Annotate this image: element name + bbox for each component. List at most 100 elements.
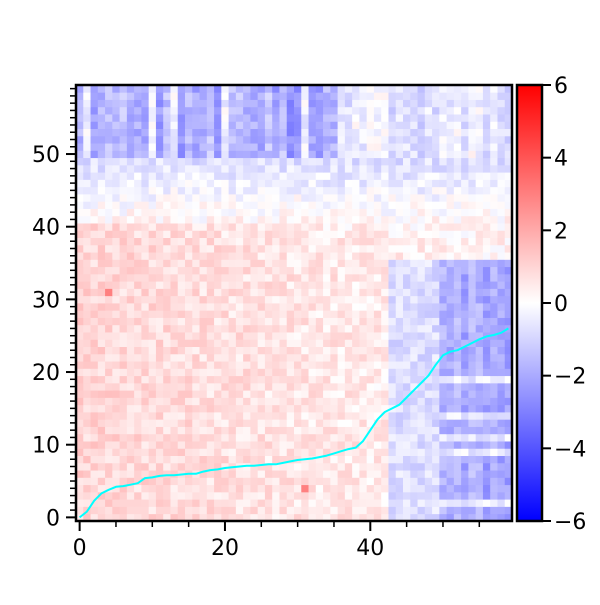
heatmap-cell	[134, 281, 142, 289]
heatmap-cell	[294, 230, 302, 238]
heatmap-cell	[97, 157, 106, 166]
heatmap-cell	[301, 194, 309, 202]
heatmap-cell	[323, 252, 331, 260]
heatmap-cell	[410, 404, 418, 413]
heatmap-cell	[294, 215, 302, 224]
heatmap-cell	[126, 346, 135, 355]
heatmap-cell	[134, 455, 142, 464]
heatmap-cell	[344, 462, 353, 471]
heatmap-cell	[228, 317, 237, 326]
heatmap-cell	[497, 223, 506, 231]
heatmap-cell	[410, 332, 418, 340]
heatmap-cell	[373, 339, 382, 347]
heatmap-cell	[446, 441, 455, 449]
heatmap-cell	[461, 448, 469, 456]
heatmap-cell	[373, 295, 382, 304]
heatmap-cell	[461, 361, 469, 369]
heatmap-cell	[76, 491, 84, 500]
colorbar-tick-label: −4	[554, 437, 586, 462]
heatmap-cell	[257, 288, 266, 297]
heatmap-cell	[461, 390, 469, 398]
heatmap-cell	[134, 201, 142, 209]
heatmap-cell	[323, 295, 331, 304]
heatmap-cell	[235, 288, 244, 297]
heatmap-cell	[417, 237, 426, 246]
heatmap-cell	[439, 448, 447, 456]
heatmap-cell	[97, 164, 106, 173]
heatmap-cell	[424, 99, 433, 108]
heatmap-cell	[192, 150, 200, 159]
heatmap-cell	[294, 506, 302, 515]
heatmap-cell	[373, 215, 382, 224]
heatmap-cell	[446, 164, 455, 173]
heatmap-cell	[497, 324, 506, 333]
heatmap-cell	[83, 85, 91, 93]
heatmap-cell	[446, 114, 455, 122]
heatmap-cell	[192, 375, 200, 384]
heatmap-cell	[148, 164, 157, 173]
heatmap-cell	[388, 332, 397, 340]
heatmap-cell	[221, 150, 229, 159]
heatmap-cell	[352, 157, 360, 166]
heatmap-cell	[359, 375, 368, 384]
heatmap-cell	[352, 215, 360, 224]
heatmap-cell	[134, 288, 142, 297]
heatmap-cell	[417, 419, 426, 427]
heatmap-cell	[294, 324, 302, 333]
heatmap-cell	[148, 273, 157, 282]
heatmap-cell	[315, 368, 324, 377]
heatmap-cell	[221, 85, 229, 93]
heatmap-cell	[490, 252, 498, 260]
heatmap-cell	[243, 484, 251, 493]
heatmap-cell	[177, 215, 186, 224]
heatmap-cell	[323, 361, 331, 369]
heatmap-cell	[410, 259, 418, 268]
heatmap-cell	[482, 266, 491, 275]
heatmap-cell	[323, 208, 331, 217]
heatmap-cell	[475, 252, 484, 260]
heatmap-cell	[490, 491, 498, 500]
heatmap-cell	[279, 99, 288, 108]
heatmap-cell	[214, 259, 222, 268]
heatmap-cell	[301, 114, 309, 122]
heatmap-cell	[134, 179, 142, 188]
heatmap-cell	[388, 324, 397, 333]
heatmap-cell	[243, 172, 251, 180]
heatmap-cell	[119, 92, 128, 100]
heatmap-cell	[417, 397, 426, 406]
heatmap-cell	[352, 361, 360, 369]
heatmap-cell	[461, 157, 469, 166]
heatmap-cell	[294, 513, 302, 522]
heatmap-cell	[264, 281, 273, 289]
heatmap-cell	[352, 419, 360, 427]
heatmap-cell	[395, 106, 404, 115]
heatmap-cell	[373, 114, 382, 122]
heatmap-cell	[468, 404, 477, 413]
heatmap-cell	[286, 303, 295, 311]
heatmap-cell	[482, 143, 491, 151]
heatmap-cell	[206, 172, 215, 180]
heatmap-cell	[170, 128, 179, 137]
heatmap-cell	[381, 237, 389, 246]
heatmap-cell	[294, 477, 302, 486]
heatmap-cell	[105, 448, 113, 456]
heatmap-cell	[155, 368, 164, 377]
heatmap-cell	[344, 259, 353, 268]
heatmap-cell	[148, 390, 157, 398]
heatmap-cell	[294, 259, 302, 268]
heatmap-cell	[76, 353, 84, 362]
heatmap-cell	[177, 157, 186, 166]
heatmap-cell	[330, 324, 338, 333]
heatmap-cell	[410, 215, 418, 224]
heatmap-cell	[206, 215, 215, 224]
heatmap-cell	[352, 441, 360, 449]
heatmap-cell	[76, 128, 84, 137]
heatmap-cell	[243, 143, 251, 151]
heatmap-cell	[192, 201, 200, 209]
heatmap-cell	[315, 390, 324, 398]
heatmap-cell	[134, 426, 142, 435]
heatmap-cell	[344, 426, 353, 435]
heatmap-cell	[272, 484, 280, 493]
heatmap-cell	[403, 324, 411, 333]
heatmap-cell	[388, 448, 397, 456]
